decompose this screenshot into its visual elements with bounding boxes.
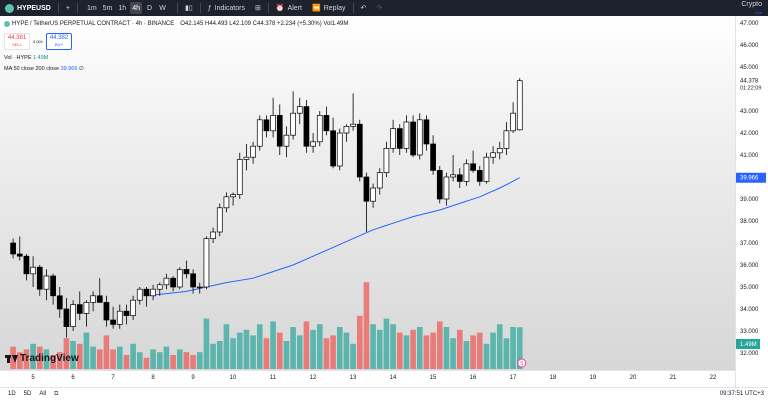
interval-4h[interactable]: 4h bbox=[130, 2, 142, 14]
brand-title: Crypto bbox=[741, 1, 762, 8]
brand-subtitle: Live bbox=[754, 10, 762, 15]
replay-icon: ⏪ bbox=[311, 5, 321, 12]
ma-empty-value: ∅ bbox=[78, 66, 84, 72]
chart-pane[interactable] bbox=[0, 16, 735, 387]
undo-button[interactable]: ↶ bbox=[356, 0, 372, 16]
buy-label: BUY bbox=[54, 42, 64, 47]
top-toolbar: HYPEUSD + 1m 5m 1h 4h D W ▮▯ ƒ Indicators ⊞ ⏰… bbox=[0, 0, 768, 16]
time-axis[interactable] bbox=[0, 370, 735, 387]
indicators-label: Indicators bbox=[214, 4, 245, 12]
interval-d[interactable]: D bbox=[146, 4, 153, 12]
interval-1h[interactable]: 1h bbox=[118, 4, 127, 12]
interval-1m[interactable]: 1m bbox=[86, 4, 97, 12]
alert-label: Alert bbox=[287, 4, 302, 12]
range-5d[interactable]: 5D bbox=[23, 391, 32, 397]
watermark-text: TradingView bbox=[20, 353, 79, 364]
symbol-search[interactable]: HYPEUSD bbox=[0, 0, 56, 16]
legend-ohlc: O42.145 H44.493 L42.109 C44.378 +2.234 (… bbox=[180, 21, 349, 27]
symbol-logo-small-icon bbox=[4, 21, 10, 27]
candles-icon: ▮▯ bbox=[185, 5, 193, 12]
interval-w[interactable]: W bbox=[159, 4, 166, 12]
volume-indicator-label: Vol · HYPE bbox=[4, 55, 32, 61]
tradingview-watermark: TradingView bbox=[5, 353, 79, 364]
brand-badge: Crypto Live bbox=[741, 1, 762, 17]
chart-type-button[interactable]: ▮▯ bbox=[180, 0, 198, 16]
indicators-icon: ƒ bbox=[207, 4, 212, 12]
bottom-toolbar: 1D 5D All ⧉ 09:37:51 UTC+3 bbox=[0, 387, 768, 400]
sell-label: SELL bbox=[12, 42, 22, 47]
replay-label: Replay bbox=[323, 4, 346, 12]
alarm-icon: ⏰ bbox=[275, 5, 285, 12]
interval-5m[interactable]: 5m bbox=[102, 4, 113, 12]
plus-icon: + bbox=[65, 4, 70, 12]
volume-indicator-value: 1.49M bbox=[33, 55, 49, 61]
range-1d[interactable]: 1D bbox=[8, 391, 16, 397]
symbol-name: HYPEUSD bbox=[17, 4, 51, 12]
sell-price: 44.381 bbox=[7, 35, 27, 41]
replay-button[interactable]: ⏪ Replay bbox=[307, 0, 351, 16]
redo-icon: ↷ bbox=[376, 5, 383, 12]
symbol-logo-icon bbox=[5, 3, 14, 13]
buy-price: 44.382 bbox=[49, 35, 69, 41]
legend-title: HYPE / TetherUS PERPETUAL CONTRACT · 4h … bbox=[12, 21, 175, 27]
indicators-button[interactable]: ƒ Indicators bbox=[203, 0, 250, 16]
chart-legend: HYPE / TetherUS PERPETUAL CONTRACT · 4h … bbox=[4, 21, 348, 27]
ma-indicator-value: 39.966 bbox=[60, 66, 78, 72]
tradingview-logo-icon bbox=[5, 354, 18, 363]
undo-icon: ↶ bbox=[360, 5, 367, 12]
utc-clock[interactable]: 09:37:51 UTC+3 bbox=[719, 391, 764, 397]
range-all[interactable]: All bbox=[39, 391, 47, 397]
spread-value: 0.001 bbox=[33, 39, 44, 44]
buy-button[interactable]: 44.382 BUY bbox=[46, 33, 73, 50]
ma-indicator-label: MA 50 close 200 close bbox=[4, 66, 60, 72]
sell-button[interactable]: 44.381 SELL bbox=[4, 33, 30, 50]
range-group: 1D 5D All bbox=[4, 391, 50, 397]
price-axis[interactable] bbox=[735, 16, 768, 387]
trade-box: 44.381 SELL 0.001 44.382 BUY bbox=[4, 33, 73, 50]
grid-icon: ⊞ bbox=[254, 5, 261, 12]
ma-indicator-legend[interactable]: MA 50 close 200 close 39.966 ∅ bbox=[4, 66, 84, 72]
alert-button[interactable]: ⏰ Alert bbox=[271, 0, 307, 16]
interval-group: 1m 5m 1h 4h D W bbox=[80, 0, 175, 16]
add-symbol-button[interactable]: + bbox=[61, 0, 75, 16]
layouts-button[interactable]: ⊞ bbox=[250, 0, 266, 16]
calendar-icon[interactable]: ⧉ bbox=[54, 390, 59, 397]
redo-button[interactable]: ↷ bbox=[371, 0, 387, 16]
volume-indicator-legend[interactable]: Vol · HYPE 1.49M bbox=[4, 55, 48, 61]
